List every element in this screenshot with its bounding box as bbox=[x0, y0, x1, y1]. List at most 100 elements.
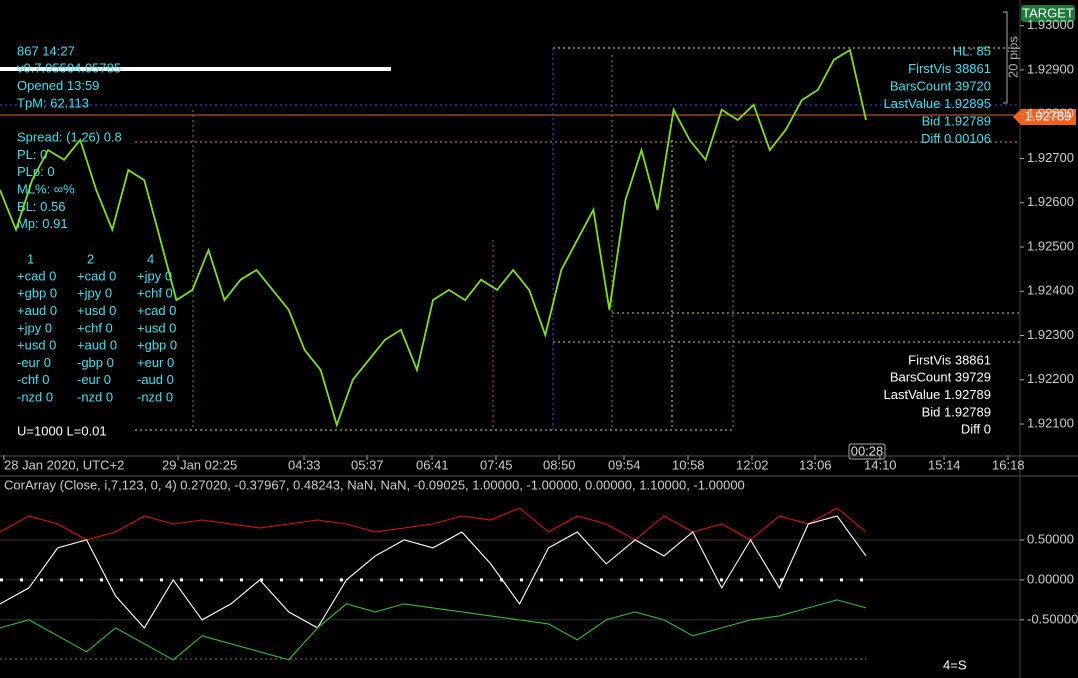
stat: FirstVis 38861 bbox=[908, 352, 991, 367]
y-tick-label: 1.92300 bbox=[1027, 327, 1074, 342]
y-tick-label: 1.92100 bbox=[1027, 415, 1074, 430]
overlay-bar bbox=[0, 67, 391, 71]
zero-dot bbox=[380, 578, 383, 582]
zero-dot bbox=[180, 578, 183, 582]
zero-dot bbox=[40, 578, 43, 582]
pips-bracket bbox=[1003, 11, 1008, 104]
stat: LastValue 1.92895 bbox=[884, 96, 991, 111]
zero-dot bbox=[520, 578, 523, 582]
currency-item: +cad 0 bbox=[137, 303, 176, 318]
zero-dot bbox=[400, 578, 403, 582]
zero-dot bbox=[640, 578, 643, 582]
info-line: PL: 0 bbox=[17, 147, 47, 162]
zero-dot bbox=[320, 578, 323, 582]
zero-dot bbox=[560, 578, 563, 582]
target-label: TARGET bbox=[1022, 5, 1074, 20]
x-tick-label: 29 Jan 02:25 bbox=[162, 457, 237, 472]
zero-dot bbox=[680, 578, 683, 582]
series-line bbox=[0, 48, 867, 428]
zero-dot bbox=[500, 578, 503, 582]
y-tick-label: 1.93000 bbox=[1027, 17, 1074, 32]
zero-dot bbox=[760, 578, 763, 582]
zero-dot bbox=[800, 578, 803, 582]
zero-dot bbox=[140, 578, 143, 582]
price-tag-label: 1.92789 bbox=[1025, 108, 1072, 123]
zero-dot bbox=[100, 578, 103, 582]
x-tick-label: 13:06 bbox=[799, 457, 832, 472]
info-line: ML%: ∞% bbox=[17, 182, 75, 197]
y-tick-label: 1.92600 bbox=[1027, 194, 1074, 209]
currency-item: +chf 0 bbox=[137, 286, 173, 301]
y-tick-label: 1.92700 bbox=[1027, 150, 1074, 165]
currency-item: -nzd 0 bbox=[17, 390, 53, 405]
levels bbox=[0, 47, 1020, 660]
zero-dot bbox=[580, 578, 583, 582]
zero-dot bbox=[120, 578, 123, 582]
x-tick-label: 09:54 bbox=[608, 457, 641, 472]
currency-item: +aud 0 bbox=[17, 303, 57, 318]
zero-dot bbox=[220, 578, 223, 582]
column-header: 2 bbox=[87, 251, 94, 266]
y-tick-label: -0.50000 bbox=[1027, 611, 1078, 626]
info-line: Opened 13:59 bbox=[17, 78, 99, 93]
zero-dot bbox=[820, 578, 823, 582]
zero-dot bbox=[160, 578, 163, 582]
zero-dot bbox=[840, 578, 843, 582]
y-tick-label: 1.92800 bbox=[1027, 106, 1074, 121]
zero-dot bbox=[360, 578, 363, 582]
x-tick-label: 07:45 bbox=[480, 457, 513, 472]
series-line bbox=[0, 515, 867, 629]
x-tick-label: 06:41 bbox=[416, 457, 449, 472]
x-tick-label: 28 Jan 2020, UTC+2 bbox=[4, 457, 124, 472]
x-tick-label: 10:58 bbox=[672, 457, 705, 472]
zero-dot bbox=[260, 578, 263, 582]
y-tick-label: 1.92900 bbox=[1027, 61, 1074, 76]
column-header: 1 bbox=[27, 251, 34, 266]
indicator-title: CorArray (Close, i,7,123, 0, 4) 0.27020,… bbox=[4, 477, 745, 492]
zero-dot bbox=[860, 578, 863, 582]
zero-dot bbox=[280, 578, 283, 582]
zero-dot bbox=[340, 578, 343, 582]
currency-item: +gbp 0 bbox=[137, 338, 177, 353]
stat: Diff 0.00106 bbox=[921, 131, 991, 146]
currency-item: +usd 0 bbox=[77, 303, 116, 318]
info-line: Mp: 0.91 bbox=[17, 216, 68, 231]
zero-dot bbox=[20, 578, 23, 582]
stat: Bid 1.92789 bbox=[922, 404, 991, 419]
stat: BarsCount 39720 bbox=[890, 78, 991, 93]
zero-dot bbox=[620, 578, 623, 582]
currency-item: +jpy 0 bbox=[137, 268, 172, 283]
currency-item: -gbp 0 bbox=[77, 355, 114, 370]
series-line bbox=[0, 599, 867, 661]
zero-dot bbox=[660, 578, 663, 582]
currency-item: -nzd 0 bbox=[77, 390, 113, 405]
info-line: 867 14:27 bbox=[17, 43, 75, 58]
currency-item: +gbp 0 bbox=[17, 286, 57, 301]
zero-dot bbox=[240, 578, 243, 582]
price-tag bbox=[1013, 109, 1076, 125]
zero-dot bbox=[60, 578, 63, 582]
y-tick-label: 1.92500 bbox=[1027, 238, 1074, 253]
zero-dot bbox=[700, 578, 703, 582]
corner-label: 4=S bbox=[943, 657, 967, 672]
zero-dot bbox=[420, 578, 423, 582]
currency-item: -eur 0 bbox=[17, 355, 51, 370]
currency-item: +eur 0 bbox=[137, 355, 174, 370]
x-tick-label: 12:02 bbox=[736, 457, 769, 472]
zero-dot bbox=[200, 578, 203, 582]
currency-item: +usd 0 bbox=[17, 338, 56, 353]
x-tick-label: 16:18 bbox=[992, 457, 1025, 472]
currency-item: +jpy 0 bbox=[77, 286, 112, 301]
currency-item: +cad 0 bbox=[17, 268, 56, 283]
x-tick-label: 08:50 bbox=[543, 457, 576, 472]
zero-dot bbox=[440, 578, 443, 582]
currency-item: +usd 0 bbox=[137, 320, 176, 335]
pips-label: 20 pips bbox=[1005, 36, 1020, 78]
currency-item: -aud 0 bbox=[137, 372, 174, 387]
currency-item: +jpy 0 bbox=[17, 320, 52, 335]
zero-dot bbox=[460, 578, 463, 582]
target-tag bbox=[1021, 5, 1075, 22]
